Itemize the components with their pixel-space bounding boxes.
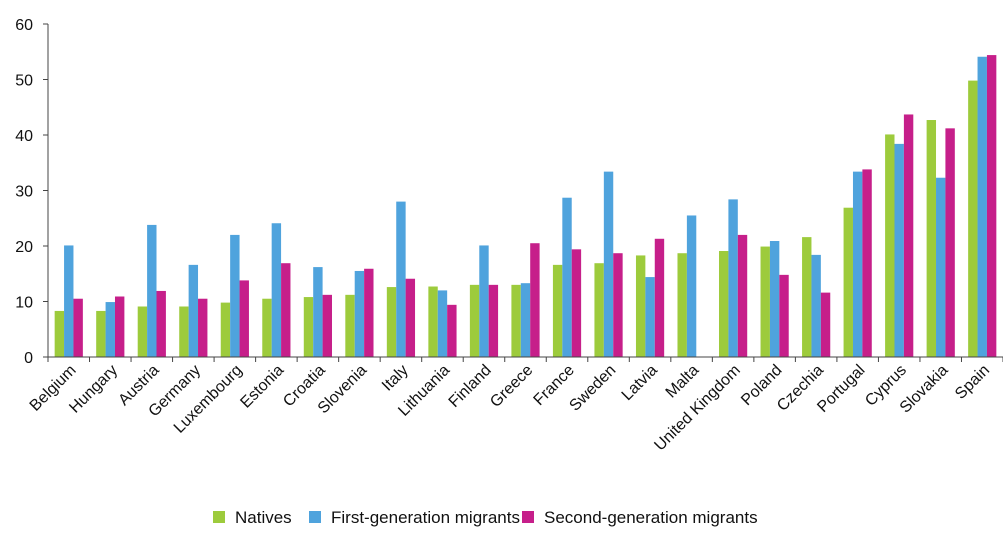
x-tick-label: Malta [663,362,703,402]
bar-second-generation-migrants-hungary [114,296,125,357]
legend-label: Second-generation migrants [544,508,758,527]
bar-natives-poland [760,246,770,357]
bar-first-generation-migrants-malta [686,215,697,357]
bar-natives-lithuania [428,286,438,357]
bar-first-generation-migrants-slovakia [936,177,946,357]
x-tick-label: Greece [487,362,536,411]
bar-natives-czechia [802,237,812,357]
bar-second-generation-migrants-france [571,249,582,357]
bar-second-generation-migrants-lithuania [447,304,457,357]
legend-swatch [309,511,321,523]
bar-second-generation-migrants-germany [198,298,208,357]
bar-second-generation-migrants-belgium [73,298,83,357]
bar-natives-malta [677,253,687,357]
bar-first-generation-migrants-slovenia [354,270,365,357]
bar-first-generation-migrants-luxembourg [230,234,240,357]
x-axis: BelgiumHungaryAustriaGermanyLuxembourgEs… [27,356,1003,454]
bar-natives-germany [179,306,189,357]
bars [54,55,997,358]
bar-second-generation-migrants-slovakia [945,128,955,357]
y-tick-label: 10 [15,295,33,312]
bar-second-generation-migrants-slovenia [364,268,374,357]
bar-second-generation-migrants-italy [405,278,416,357]
bar-natives-united-kingdom [719,250,729,357]
bar-natives-italy [386,287,397,357]
bar-natives-cyprus [885,134,895,357]
legend-label: First-generation migrants [331,508,520,527]
bar-natives-france [552,264,563,357]
y-tick-label: 60 [15,17,33,34]
bar-natives-croatia [303,297,314,357]
bar-second-generation-migrants-spain [986,55,997,357]
y-axis: 0 10 20 30 40 50 60 [15,17,49,367]
bar-first-generation-migrants-spain [977,56,987,358]
bar-first-generation-migrants-germany [188,264,199,357]
bar-first-generation-migrants-estonia [271,223,282,357]
bar-natives-finland [469,284,480,357]
x-tick-label: Sweden [566,362,619,415]
y-tick-label: 50 [15,73,33,90]
bar-natives-slovenia [345,294,355,357]
bar-second-generation-migrants-sweden [613,253,623,357]
x-tick-label: Finland [446,362,495,411]
x-tick-label: Estonia [237,362,287,412]
y-tick-label: 40 [15,128,33,145]
bar-first-generation-migrants-poland [769,241,780,357]
bar-first-generation-migrants-lithuania [437,290,448,357]
y-tick-label: 20 [15,239,33,256]
bar-natives-austria [137,306,148,357]
bar-second-generation-migrants-portugal [862,169,872,357]
bar-natives-slovakia [926,120,937,357]
bar-second-generation-migrants-cyprus [903,114,914,357]
bar-natives-latvia [635,255,646,357]
bar-first-generation-migrants-greece [520,283,531,357]
bar-second-generation-migrants-czechia [820,292,831,357]
bar-second-generation-migrants-austria [156,290,166,357]
legend: Natives First-generation migrants Second-g… [213,508,758,527]
legend-swatch [213,511,225,523]
bar-second-generation-migrants-latvia [654,238,665,357]
bar-first-generation-migrants-latvia [645,277,655,357]
bar-second-generation-migrants-greece [530,243,540,357]
bar-second-generation-migrants-croatia [322,294,332,357]
y-tick-label: 30 [15,184,33,201]
bar-natives-spain [968,80,978,358]
bar-second-generation-migrants-luxembourg [239,280,249,357]
x-tick-label: Spain [952,362,993,403]
bar-second-generation-migrants-finland [488,284,499,357]
bar-natives-luxembourg [220,302,231,357]
bar-natives-portugal [843,207,853,357]
bar-second-generation-migrants-poland [779,274,789,357]
bar-first-generation-migrants-portugal [852,171,863,357]
y-tick-label: 0 [24,350,33,367]
bar-second-generation-migrants-united-kingdom [737,234,748,357]
legend-label: Natives [235,508,292,527]
x-tick-label: Latvia [619,362,661,404]
bar-first-generation-migrants-hungary [105,302,115,357]
bar-first-generation-migrants-finland [479,245,489,357]
bar-natives-hungary [96,310,106,357]
bar-first-generation-migrants-france [562,197,572,357]
x-tick-label: Italy [379,362,412,395]
legend-swatch [522,511,534,523]
bar-first-generation-migrants-czechia [811,254,821,357]
bar-first-generation-migrants-austria [147,224,157,357]
bar-natives-belgium [54,310,65,357]
bar-first-generation-migrants-sweden [603,171,614,357]
bar-second-generation-migrants-estonia [281,263,291,357]
bar-first-generation-migrants-united-kingdom [728,199,738,357]
bar-first-generation-migrants-italy [396,201,406,357]
bar-first-generation-migrants-cyprus [894,143,904,357]
bar-natives-estonia [262,298,272,357]
bar-first-generation-migrants-croatia [313,267,323,357]
bar-first-generation-migrants-belgium [64,245,74,357]
bar-natives-sweden [594,263,604,357]
bar-natives-greece [511,284,521,357]
